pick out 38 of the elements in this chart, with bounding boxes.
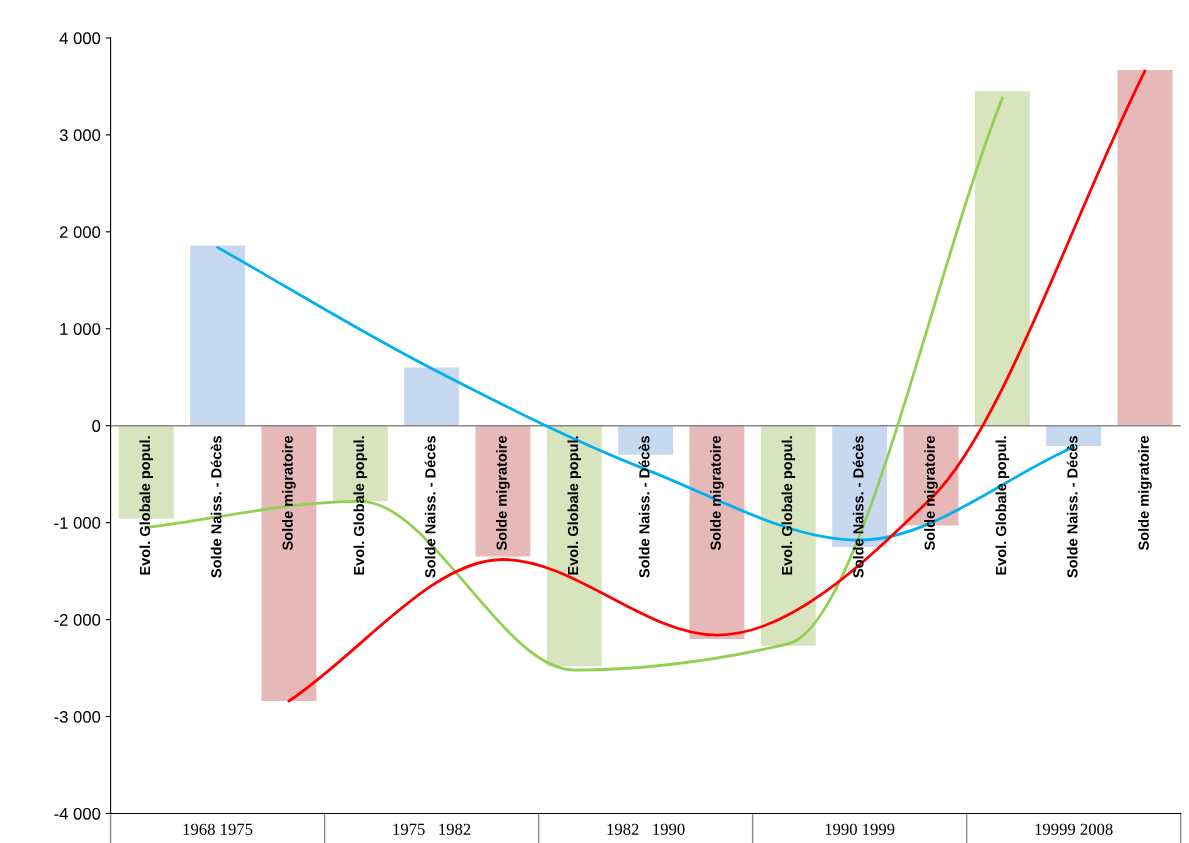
y-tick-label: -1 000: [54, 517, 101, 529]
y-tick-label: 2 000: [59, 226, 101, 239]
y-tick-label: 1 000: [60, 323, 101, 335]
bar: [689, 425, 745, 639]
y-tick-label: -2 000: [54, 614, 101, 626]
bar: [546, 425, 602, 667]
text: 1968 1975: [183, 823, 253, 835]
bar: [404, 367, 460, 426]
text: 19999 2008: [1035, 823, 1113, 835]
y-tick-label: -3 000: [54, 710, 101, 723]
bar: [974, 91, 1030, 426]
x-tick-label: Solde Naiss. - Décès: [210, 436, 222, 578]
x-tick-label: Solde migratoire: [1138, 435, 1152, 551]
y-tick-label: 3 000: [59, 129, 101, 142]
x-tick-label: Evol. Globale popul.: [567, 436, 582, 575]
bar: [261, 425, 317, 702]
bar: [760, 425, 816, 646]
x-tick-label: Solde Naiss. - Décès: [424, 436, 436, 578]
x-tick-label: Solde migratoire: [282, 435, 296, 551]
x-tick-label: Solde Naiss. - Décès: [1066, 436, 1078, 578]
x-tick-label: Evol. Globale popul.: [995, 436, 1010, 575]
bar: [1117, 69, 1173, 426]
bar: [190, 245, 246, 426]
x-tick-label: Solde Naiss. - Décès: [638, 436, 650, 578]
text: 1975 1982: [393, 823, 471, 835]
y-tick-label: -4 000: [54, 807, 101, 820]
x-tick-label: Solde migratoire: [710, 435, 724, 551]
x-tick-label: Evol. Globale popul.: [353, 436, 368, 575]
x-tick-label: Solde Naiss. - Décès: [852, 436, 864, 578]
text: 1982 1990: [607, 823, 685, 835]
x-tick-label: Solde migratoire: [924, 435, 938, 551]
bar: [475, 425, 531, 557]
x-tick-label: Evol. Globale popul.: [139, 436, 154, 575]
x-tick-label: Evol. Globale popul.: [781, 436, 796, 575]
y-tick-label: 4 000: [59, 32, 101, 45]
text: 1990 1999: [825, 823, 895, 835]
y-tick-label: 0: [92, 420, 101, 432]
x-tick-label: Solde migratoire: [496, 435, 510, 551]
